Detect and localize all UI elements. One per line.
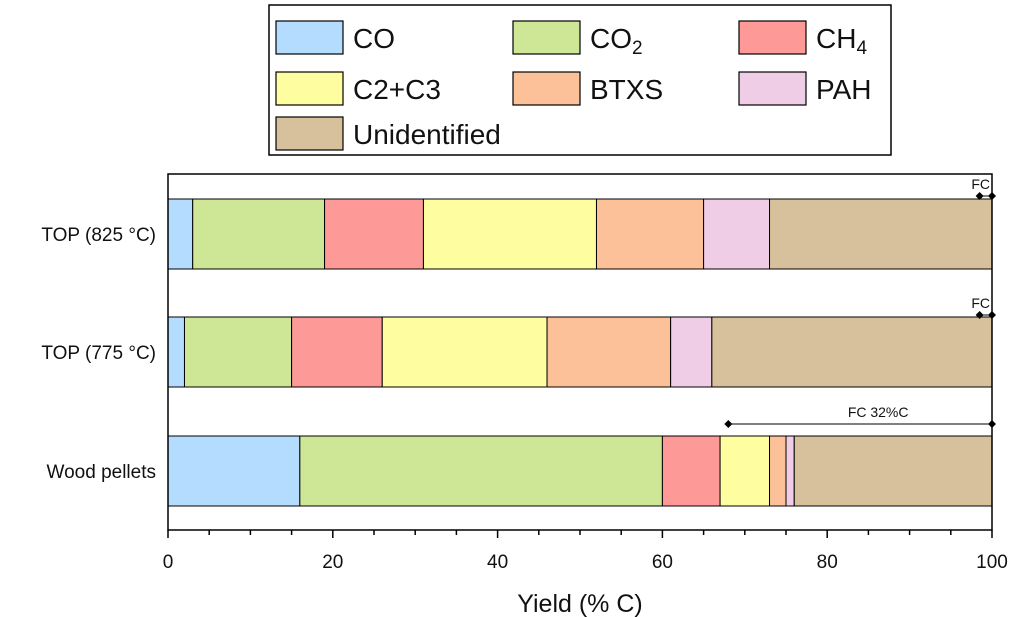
bar-c2-c3-top-775-c (381, 316, 548, 388)
x-tick-label: 60 (652, 552, 673, 573)
annotation-marker (975, 192, 984, 200)
bars-group (167, 198, 993, 507)
legend-swatch-c2-c3 (275, 71, 344, 106)
annotation-marker (975, 311, 984, 319)
bar-btxs-wood-pellets (769, 435, 787, 507)
legend-swatch-co2 (512, 20, 581, 55)
bar-co-wood-pellets (167, 435, 301, 507)
bar-unidentified-top-825-c (769, 198, 993, 270)
legend: CO CO2 CH4 C2+C3 BTXS PAH Unidentified (268, 4, 892, 156)
bar-co2-top-775-c (183, 316, 293, 388)
legend-label-co: CO (353, 23, 395, 54)
legend-label-co2: CO2 (590, 23, 643, 59)
x-axis-title: Yield (% C) (517, 590, 643, 617)
category-label: TOP (775 °C) (41, 343, 156, 364)
category-label: Wood pellets (47, 462, 157, 483)
annotation-label: FC 32%C (848, 404, 909, 420)
category-labels: TOP (825 °C) TOP (775 °C) Wood pellets (41, 225, 156, 483)
x-tick-label: 0 (163, 552, 174, 573)
legend-label-btxs: BTXS (590, 74, 663, 105)
annotation-label: FC (971, 176, 990, 192)
bar-btxs-top-825-c (595, 198, 705, 270)
x-axis: 0 20 40 60 80 100 (163, 530, 1008, 573)
legend-swatch-pah (738, 71, 807, 106)
bar-pah-top-775-c (670, 316, 713, 388)
category-label: TOP (825 °C) (41, 225, 156, 246)
bar-unidentified-wood-pellets (793, 435, 993, 507)
annotation-label: FC (971, 295, 990, 311)
bar-c2-c3-top-825-c (422, 198, 597, 270)
bar-co2-wood-pellets (299, 435, 663, 507)
legend-swatch-unidentified (275, 116, 344, 151)
bar-unidentified-top-775-c (711, 316, 993, 388)
legend-label-unidentified: Unidentified (353, 119, 501, 150)
bar-ch4-wood-pellets (661, 435, 721, 507)
bar-ch4-top-825-c (324, 198, 424, 270)
legend-swatch-ch4 (738, 20, 807, 55)
bar-co2-top-825-c (192, 198, 326, 270)
legend-swatch-co (275, 20, 344, 55)
x-tick-label: 20 (322, 552, 343, 573)
legend-label-c2-c3: C2+C3 (353, 74, 441, 105)
bar-co-top-775-c (167, 316, 185, 388)
bar-pah-top-825-c (703, 198, 771, 270)
x-tick-label: 100 (976, 552, 1008, 573)
bar-btxs-top-775-c (546, 316, 672, 388)
legend-label-pah: PAH (816, 74, 872, 105)
annotation-marker (724, 420, 733, 428)
legend-label-ch4: CH4 (816, 23, 867, 59)
bar-co-top-825-c (167, 198, 194, 270)
legend-swatch-btxs (512, 71, 581, 106)
x-tick-label: 80 (817, 552, 838, 573)
bar-pah-wood-pellets (785, 435, 795, 507)
x-tick-label: 40 (487, 552, 508, 573)
bar-c2-c3-wood-pellets (719, 435, 771, 507)
bar-ch4-top-775-c (291, 316, 383, 388)
